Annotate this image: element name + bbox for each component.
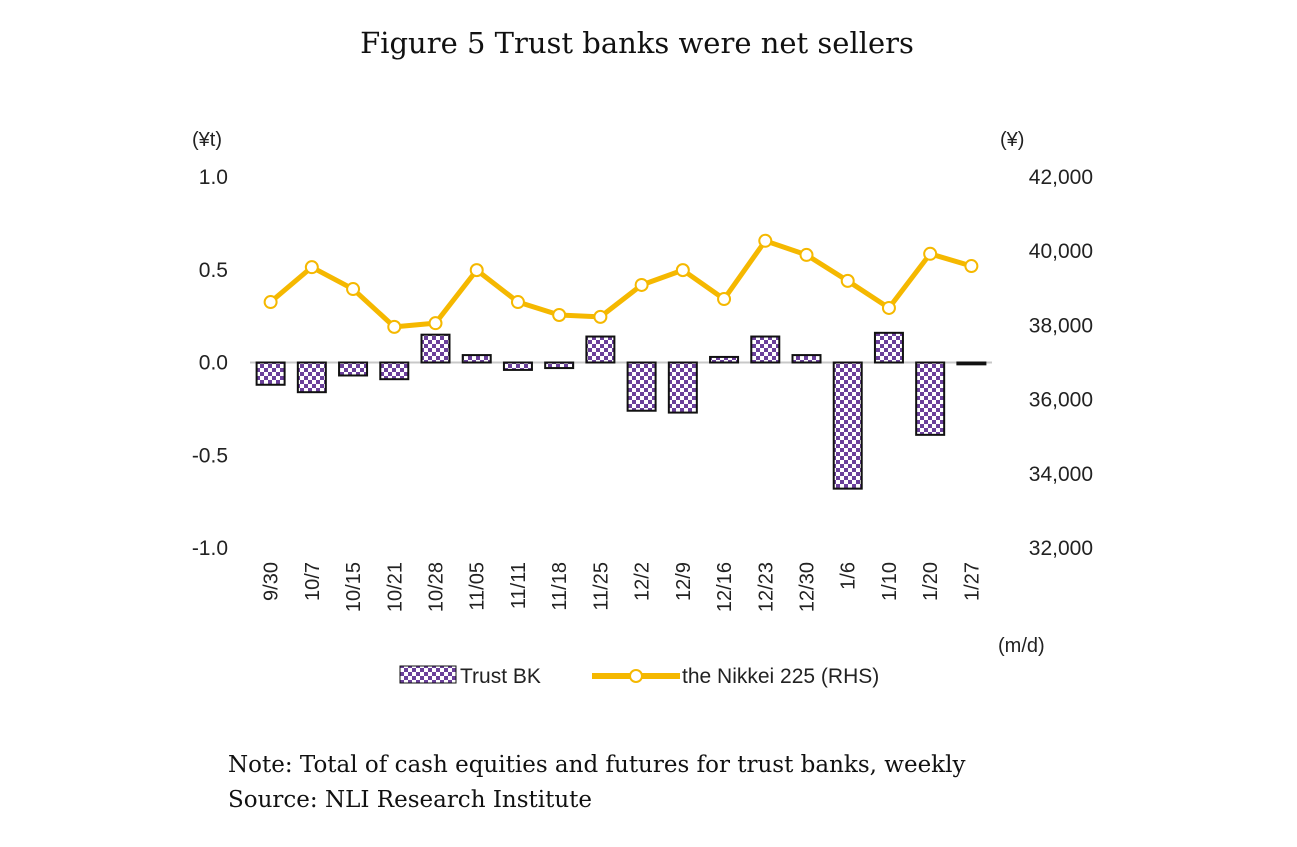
legend: Trust BK the Nikkei 225 (RHS) [399, 665, 879, 688]
x-tick-label: 10/21 [384, 562, 406, 612]
x-tick-label: 12/9 [673, 562, 695, 601]
x-tick-label: 12/16 [714, 562, 736, 612]
chart-title: Figure 5 Trust banks were net sellers [360, 26, 914, 60]
bar-trust-bk [791, 354, 822, 364]
legend-swatch-marker [629, 669, 643, 683]
nikkei-point [634, 277, 649, 292]
nikkei-point [387, 319, 402, 334]
bar-trust-bk [956, 361, 987, 366]
nikkei-point [675, 263, 690, 278]
x-tick-label: 1/6 [838, 562, 860, 590]
bar-trust-bk [296, 361, 327, 394]
right-tick-label: 32,000 [1029, 537, 1093, 560]
x-tick-label: 11/11 [508, 562, 530, 609]
nikkei-point [263, 295, 278, 310]
left-tick-label: 0.0 [199, 352, 228, 375]
right-tick-label: 42,000 [1029, 166, 1093, 189]
right-tick-label: 40,000 [1029, 240, 1093, 263]
bar-trust-bk [420, 333, 451, 364]
source-text: Source: NLI Research Institute [228, 787, 593, 813]
bar-trust-bk [461, 354, 492, 364]
x-tick-label: 1/10 [879, 562, 901, 601]
x-axis-unit: (m/d) [998, 635, 1045, 657]
bar-trust-bk [750, 335, 781, 364]
x-tick-label: 12/2 [632, 562, 654, 601]
x-tick-label: 10/28 [426, 562, 448, 612]
bar-trust-bk [915, 361, 946, 436]
nikkei-point [881, 300, 896, 315]
nikkei-point [593, 309, 608, 324]
bar-trust-bk [667, 361, 698, 414]
x-tick-label: 11/05 [467, 562, 489, 611]
nikkei-point [428, 316, 443, 331]
note-text: Note: Total of cash equities and futures… [228, 752, 966, 778]
bar-trust-bk [709, 355, 740, 364]
nikkei-point [304, 260, 319, 275]
left-tick-label: -1.0 [192, 537, 228, 560]
right-tick-label: 36,000 [1029, 389, 1093, 412]
left-axis-unit: (¥t) [192, 129, 222, 151]
nikkei-point [510, 295, 525, 310]
left-tick-label: 1.0 [199, 166, 228, 189]
bar-trust-bk [255, 361, 286, 386]
nikkei-point [346, 282, 361, 297]
x-tick-label: 10/7 [302, 562, 324, 601]
right-tick-label: 34,000 [1029, 463, 1093, 486]
chart-notes: Note: Total of cash equities and futures… [228, 748, 965, 818]
left-tick-label: -0.5 [192, 444, 228, 467]
bar-trust-bk [626, 361, 657, 412]
legend-label-trust-bk: Trust BK [460, 665, 541, 688]
nikkei-point [799, 247, 814, 262]
x-tick-label: 1/27 [961, 562, 983, 601]
nikkei-point [840, 273, 855, 288]
nikkei-point [923, 246, 938, 261]
nikkei-point [964, 259, 979, 274]
legend-label-nikkei: the Nikkei 225 (RHS) [682, 665, 879, 688]
nikkei-point [469, 263, 484, 278]
nikkei-line [268, 238, 973, 330]
legend-swatch-bar [399, 665, 457, 684]
nikkei-point [717, 292, 732, 307]
bar-trust-bk [585, 335, 616, 364]
left-tick-label: 0.5 [199, 259, 228, 282]
bar-trust-bk [544, 361, 575, 370]
x-tick-label: 12/30 [797, 562, 819, 612]
legend-item-trust-bk: Trust BK [399, 665, 541, 688]
bar-trust-bk [502, 361, 533, 371]
right-tick-label: 38,000 [1029, 314, 1093, 337]
x-tick-label: 11/25 [590, 562, 612, 611]
x-tick-label: 11/18 [549, 562, 571, 611]
x-tick-label: 9/30 [261, 562, 283, 601]
bar-trust-bk [338, 361, 369, 377]
nikkei-point [758, 233, 773, 248]
right-axis-unit: (¥) [1000, 129, 1024, 151]
bar-trust-bk [379, 361, 410, 381]
bar-trust-bk [832, 361, 863, 490]
x-tick-label: 12/23 [755, 562, 777, 612]
nikkei-point [552, 308, 567, 323]
x-tick-label: 10/15 [343, 562, 365, 612]
x-tick-label: 1/20 [920, 562, 942, 601]
legend-item-nikkei: the Nikkei 225 (RHS) [592, 665, 879, 688]
bar-trust-bk [873, 331, 904, 364]
